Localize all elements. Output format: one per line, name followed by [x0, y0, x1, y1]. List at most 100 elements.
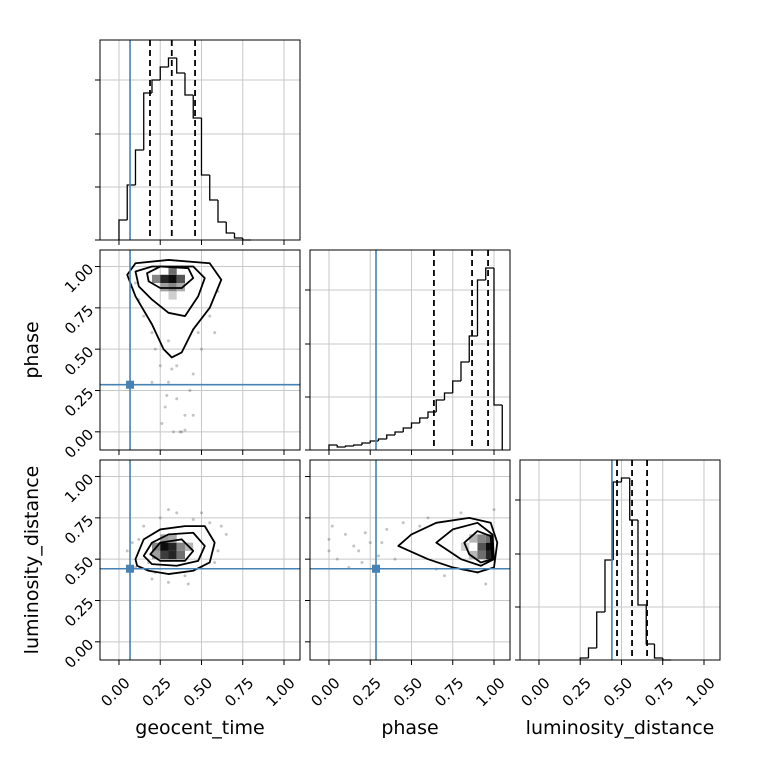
contour — [397, 516, 499, 574]
sample-point — [213, 331, 217, 335]
histogram-step — [159, 66, 169, 80]
histogram-step — [151, 79, 161, 93]
x-tick-label: 0.00 — [307, 674, 343, 710]
histogram-step — [435, 399, 445, 412]
histogram-step — [476, 279, 486, 336]
sample-point — [183, 574, 187, 578]
truth-marker — [126, 564, 135, 573]
contour — [134, 525, 216, 575]
histogram-step — [126, 184, 136, 220]
y-tick-label: 0.25 — [61, 384, 97, 420]
histogram-step — [485, 267, 494, 280]
histogram-step — [653, 644, 663, 659]
sample-point — [442, 574, 446, 578]
sample-point — [150, 380, 154, 384]
x-tick-label: 1.00 — [472, 674, 508, 710]
density-cell — [469, 550, 478, 560]
panel-frame — [309, 249, 511, 451]
x-tick-label: 0.00 — [517, 674, 553, 710]
sample-point — [191, 372, 195, 376]
density-cell — [168, 534, 177, 543]
sample-point — [175, 364, 179, 368]
sample-point — [153, 347, 157, 351]
histogram-step — [176, 58, 185, 74]
sample-point — [183, 428, 187, 432]
histogram-step — [328, 444, 338, 450]
sample-point — [178, 430, 182, 434]
sample-point — [191, 413, 195, 417]
density-cell — [485, 542, 494, 551]
contour — [149, 538, 195, 562]
histogram-step — [443, 392, 453, 400]
x-tick-label: 0.25 — [559, 674, 595, 710]
histogram-step — [596, 611, 605, 648]
x-tick-label: 0.25 — [139, 674, 175, 710]
density-cell — [176, 274, 185, 284]
histogram-step — [225, 222, 235, 234]
x-axis-label: phase — [381, 717, 438, 739]
sample-point — [357, 549, 361, 553]
sample-point — [191, 518, 195, 522]
histogram-step — [369, 440, 379, 443]
density-cell — [168, 291, 177, 300]
density-cell — [168, 266, 177, 275]
density-cell — [160, 542, 169, 551]
sample-point — [213, 560, 217, 564]
sample-point — [459, 511, 463, 515]
sample-point — [142, 314, 146, 318]
histogram-step — [629, 478, 638, 521]
histogram-step — [167, 57, 177, 67]
density-cell — [485, 550, 494, 560]
y-tick-label: 0.50 — [61, 343, 97, 379]
sample-point — [376, 554, 380, 558]
y-tick-label: 0.25 — [61, 594, 97, 630]
sample-point — [352, 544, 356, 548]
sample-point — [385, 527, 389, 531]
panel-frame — [99, 39, 301, 241]
histogram-step — [427, 411, 437, 418]
histogram-step — [468, 335, 478, 362]
y-tick-label: 1.00 — [61, 470, 97, 506]
density-cell — [160, 274, 169, 284]
x-tick-label: 0.50 — [390, 674, 426, 710]
x-tick-label: 0.50 — [180, 674, 216, 710]
histogram-step — [410, 422, 420, 428]
density-cell — [151, 550, 161, 560]
histogram-step — [118, 219, 128, 240]
sample-point — [165, 393, 169, 397]
x-tick-label: 0.00 — [97, 674, 133, 710]
panel-frame — [99, 249, 301, 451]
density-cell — [168, 542, 177, 551]
histogram-step — [579, 657, 589, 660]
sample-point — [208, 314, 212, 318]
panel-frame — [519, 459, 721, 661]
sample-point — [137, 537, 141, 541]
density-cell — [485, 534, 494, 543]
sample-point — [180, 430, 184, 434]
histogram-step — [493, 268, 503, 406]
density-cell — [469, 534, 478, 543]
histogram-step — [587, 647, 597, 658]
histogram-step — [233, 233, 243, 239]
contour — [126, 259, 223, 359]
density-cell — [176, 550, 185, 560]
y-tick-label: 0.00 — [61, 635, 97, 671]
sample-point — [163, 405, 167, 409]
sample-point — [158, 516, 162, 520]
sample-point — [150, 577, 154, 581]
sample-point — [199, 511, 203, 515]
sample-point — [343, 532, 347, 536]
histogram-step — [361, 442, 371, 445]
contour — [435, 521, 495, 567]
sample-point — [484, 582, 488, 586]
contour — [142, 531, 206, 567]
histogram-step — [344, 445, 354, 447]
x-tick-label: 0.50 — [600, 674, 636, 710]
sample-point — [401, 521, 405, 525]
y-tick-label: 0.75 — [61, 511, 97, 547]
sample-point — [166, 508, 170, 512]
sample-point — [380, 541, 384, 545]
sample-point — [393, 557, 397, 561]
histogram-step — [134, 149, 144, 185]
